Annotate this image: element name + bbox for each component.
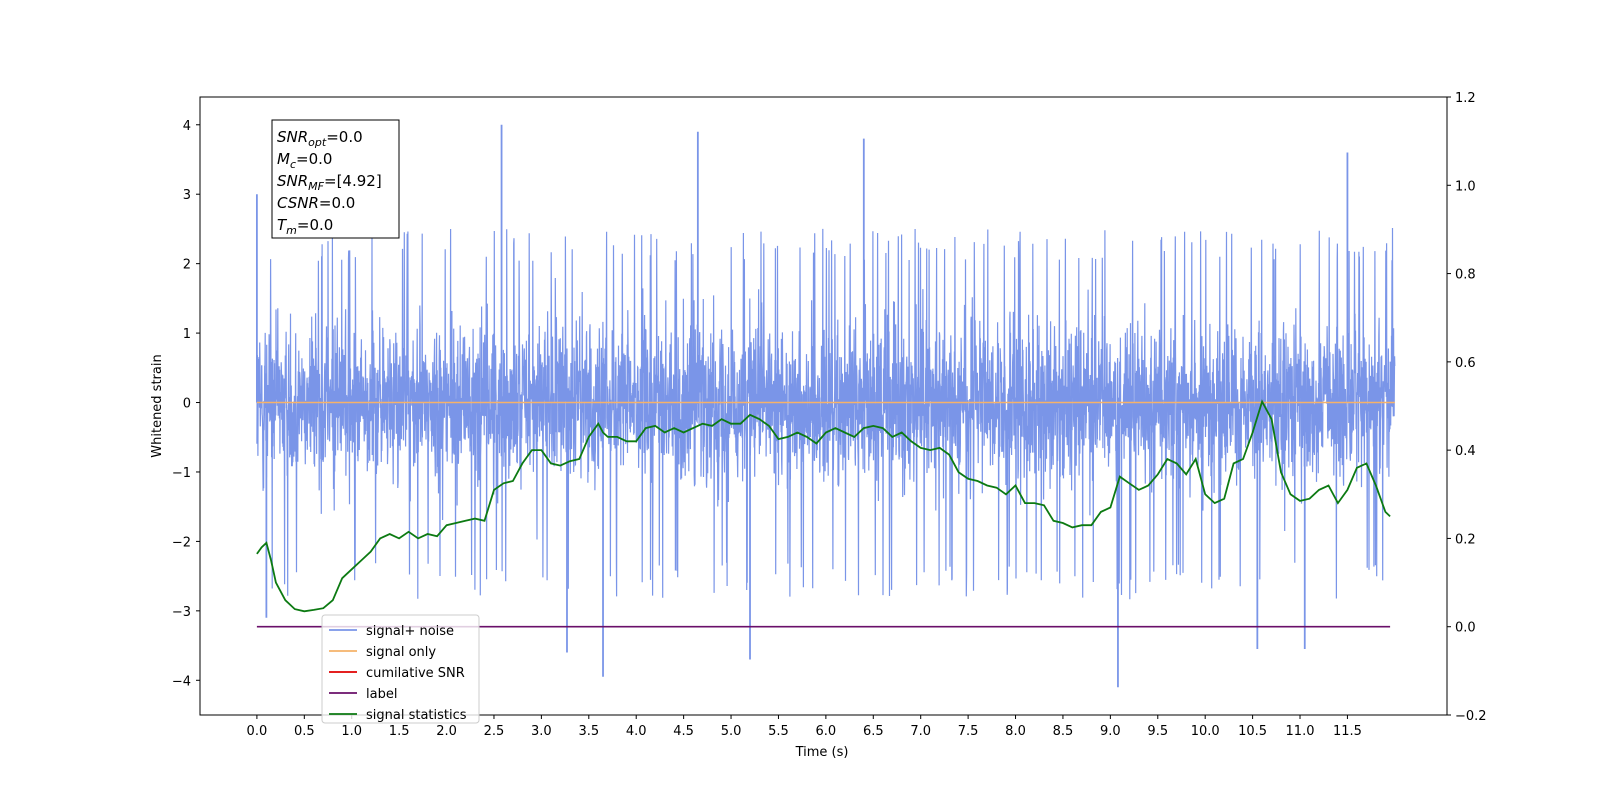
- legend-label-signal-only: signal only: [366, 645, 436, 660]
- annotation-line: SNRMF=[4.92]: [277, 172, 382, 193]
- x-tick-label: 11.0: [1286, 724, 1315, 739]
- y-right-tick-label: 0.4: [1455, 444, 1476, 459]
- y-left-tick-label: 1: [183, 327, 191, 342]
- y-left-tick-label: −1: [172, 466, 191, 481]
- annotation-box-frame: [271, 119, 400, 239]
- y-left-tick-label: −3: [172, 605, 191, 620]
- y-right-tick-label: 1.0: [1455, 179, 1476, 194]
- x-tick-label: 8.0: [1005, 724, 1026, 739]
- x-tick-label: 9.0: [1100, 724, 1121, 739]
- y-left-tick-label: 3: [183, 188, 191, 203]
- x-tick-label: 8.5: [1053, 724, 1074, 739]
- plot-frame: [199, 96, 1448, 716]
- y-right-tick-label: 1.2: [1455, 91, 1476, 106]
- x-tick-label: 2.0: [436, 724, 457, 739]
- annotation-line: Tm=0.0: [277, 216, 333, 237]
- x-tick-label: 7.5: [958, 724, 979, 739]
- legend: signal+ noise signal only cumilative SNR la…: [321, 614, 480, 724]
- x-axis-ticks: 0.0 0.5 1.0 1.5 2.0 2.5 3.0 3.5 4.0 4.5 5.0 5.5 6.0 6…: [247, 715, 1362, 739]
- annotation-line: Mc=0.0: [277, 150, 332, 171]
- noise-series-layer: [255, 124, 1396, 688]
- y-right-tick-label: 0.2: [1455, 532, 1476, 547]
- legend-label-label: label: [366, 687, 397, 702]
- y-right-tick-label: −0.2: [1455, 709, 1487, 724]
- y-right-tick-label: 0.6: [1455, 356, 1476, 371]
- x-tick-label: 7.0: [910, 724, 931, 739]
- y-right-tick-label: 0.8: [1455, 268, 1476, 283]
- x-tick-label: 3.0: [531, 724, 552, 739]
- x-tick-label: 1.5: [389, 724, 410, 739]
- x-tick-label: 6.0: [816, 724, 837, 739]
- y-axis-left-label: Whitened strain: [150, 354, 165, 457]
- y-left-tick-label: −2: [172, 535, 191, 550]
- annotation-line: CSNR=0.0: [277, 194, 355, 212]
- legend-label-signal-statistics: signal statistics: [366, 708, 467, 723]
- x-tick-label: 9.5: [1147, 724, 1168, 739]
- x-tick-label: 4.5: [673, 724, 694, 739]
- legend-label-cumilative-snr: cumilative SNR: [366, 666, 465, 681]
- legend-label-signal-noise: signal+ noise: [366, 624, 454, 639]
- x-tick-label: 6.5: [863, 724, 884, 739]
- y-right-tick-label: 0.0: [1455, 621, 1476, 636]
- y-left-tick-label: −4: [172, 674, 191, 689]
- x-tick-label: 2.5: [484, 724, 505, 739]
- annotation-line: SNRopt=0.0: [277, 128, 363, 149]
- series-signal-noise: [256, 227, 1396, 600]
- legend-frame: [321, 614, 480, 724]
- y-left-tick-label: 2: [183, 258, 191, 273]
- y-left-tick-label: 0: [183, 397, 191, 412]
- x-tick-label: 5.0: [721, 724, 742, 739]
- x-tick-label: 0.0: [247, 724, 268, 739]
- series-signal-statistics: [256, 399, 1391, 613]
- y-left-tick-label: 4: [183, 119, 191, 134]
- x-tick-label: 5.5: [768, 724, 789, 739]
- x-tick-label: 10.0: [1191, 724, 1220, 739]
- x-tick-label: 11.5: [1333, 724, 1362, 739]
- y-axis-right-ticks: −0.2 0.0 0.2 0.4 0.6 0.8 1.0 1.2: [1447, 91, 1487, 724]
- y-axis-left-ticks: −4 −3 −2 −1 0 1 2 3 4: [172, 119, 200, 689]
- x-axis-label: Time (s): [795, 745, 849, 760]
- x-tick-label: 1.0: [341, 724, 362, 739]
- x-tick-label: 10.5: [1238, 724, 1267, 739]
- x-tick-label: 4.0: [626, 724, 647, 739]
- x-tick-label: 3.5: [578, 724, 599, 739]
- x-tick-label: 0.5: [294, 724, 315, 739]
